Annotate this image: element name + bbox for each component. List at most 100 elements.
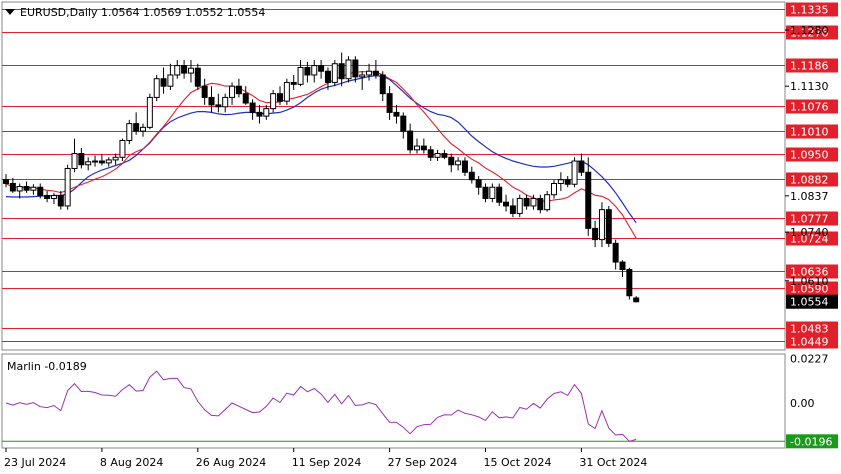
candle-up: [187, 67, 194, 74]
level-tag-bg: [786, 124, 838, 139]
candle-up: [414, 145, 420, 151]
slow-moving-average-line: [5, 75, 637, 224]
candle-down: [468, 171, 475, 181]
candle-down: [3, 179, 9, 184]
menu-triangle-icon[interactable]: [5, 9, 15, 15]
candle-down: [235, 85, 242, 95]
candle-down: [578, 160, 585, 173]
candle-down: [318, 65, 325, 72]
indicator-tick-label: 0.00: [790, 397, 815, 410]
y-axis-label: 1.1280: [790, 24, 829, 37]
candle-up: [359, 74, 366, 78]
candle-down: [537, 197, 544, 211]
candle-down: [37, 186, 44, 196]
y-axis-label: 1.0740: [790, 226, 829, 239]
symbol-header: EURUSD,Daily 1.0564 1.0569 1.0552 1.0554: [20, 6, 265, 19]
current-price-tag: 1.0554: [790, 296, 829, 309]
candle-down: [208, 96, 215, 106]
level-tag-bg: [786, 264, 838, 279]
candle-up: [598, 209, 605, 241]
indicator-tick-label: 0.0227: [790, 353, 829, 366]
candle-down: [57, 194, 64, 207]
candle-up: [85, 161, 92, 166]
candle-down: [9, 182, 16, 192]
candle-down: [290, 81, 297, 85]
x-axis-label: 31 Oct 2024: [579, 456, 647, 469]
candle-down: [564, 179, 571, 185]
candle-down: [194, 67, 201, 87]
candle-down: [78, 153, 85, 166]
candle-up: [516, 197, 523, 214]
candle-down: [482, 186, 489, 199]
candle-up: [270, 93, 277, 110]
candle-up: [311, 65, 318, 76]
level-tag-label: 1.0590: [790, 283, 829, 296]
level-tag-label: 1.1186: [790, 60, 829, 73]
candle-up: [571, 160, 578, 185]
candle-up: [174, 65, 181, 76]
level-tag-bg: [786, 147, 838, 162]
candle-down: [592, 227, 599, 241]
candle-down: [448, 156, 455, 166]
level-tag-bg: [786, 99, 838, 114]
candle-up: [263, 108, 270, 117]
level-tag-label: 1.1010: [790, 126, 829, 139]
candle-up: [16, 185, 23, 192]
candle-up: [366, 70, 373, 76]
candle-down: [324, 70, 331, 83]
candle-up: [146, 96, 153, 128]
candle-up: [112, 156, 119, 161]
candle-down: [475, 179, 482, 188]
indicator-label: Marlin -0.0189: [7, 360, 87, 373]
current-price-tag-bg: [786, 294, 838, 309]
candle-down: [44, 194, 51, 199]
candle-up: [455, 160, 462, 166]
level-tag-label: 1.0777: [790, 213, 829, 226]
candle-down: [619, 261, 626, 271]
candle-down: [461, 160, 468, 173]
candle-down: [605, 209, 612, 244]
candle-down: [441, 153, 448, 158]
level-tag-bg: [786, 2, 838, 17]
x-axis-label: 27 Sep 2024: [388, 456, 458, 469]
y-axis-label: 1.1130: [790, 80, 829, 93]
level-tag-label: 1.0636: [790, 266, 829, 279]
candle-up: [222, 96, 229, 108]
x-axis-label: 26 Aug 2024: [196, 456, 266, 469]
candle-up: [544, 194, 551, 211]
level-tag-bg: [786, 172, 838, 187]
level-tag-label: 1.0724: [790, 233, 829, 246]
candle-up: [297, 66, 304, 85]
x-axis-label: 11 Sep 2024: [292, 456, 362, 469]
candle-down: [585, 171, 592, 229]
candle-down: [633, 297, 640, 303]
candle-down: [181, 65, 188, 74]
candle-up: [345, 59, 352, 80]
candle-down: [201, 85, 208, 98]
candle-up: [557, 179, 564, 184]
candle-down: [420, 145, 427, 151]
candle-down: [393, 111, 400, 117]
fast-moving-average-line: [5, 71, 637, 239]
x-axis-label: 8 Aug 2024: [100, 456, 163, 469]
candle-down: [352, 59, 359, 78]
candle-up: [283, 81, 290, 102]
candle-up: [71, 153, 78, 170]
candle-down: [277, 93, 283, 102]
candle-down: [626, 269, 633, 297]
candle-down: [256, 111, 263, 117]
candle-down: [386, 93, 393, 113]
level-tag-bg: [786, 58, 838, 73]
level-tag-label: 1.0483: [790, 323, 829, 336]
candle-up: [140, 126, 146, 132]
candle-up: [64, 168, 71, 207]
candle-down: [133, 123, 140, 132]
level-tag-bg: [786, 231, 838, 246]
candle-up: [105, 159, 112, 164]
x-axis-label: 23 Jul 2024: [4, 456, 66, 469]
candle-down: [496, 186, 503, 203]
level-tag-bg: [786, 211, 838, 226]
